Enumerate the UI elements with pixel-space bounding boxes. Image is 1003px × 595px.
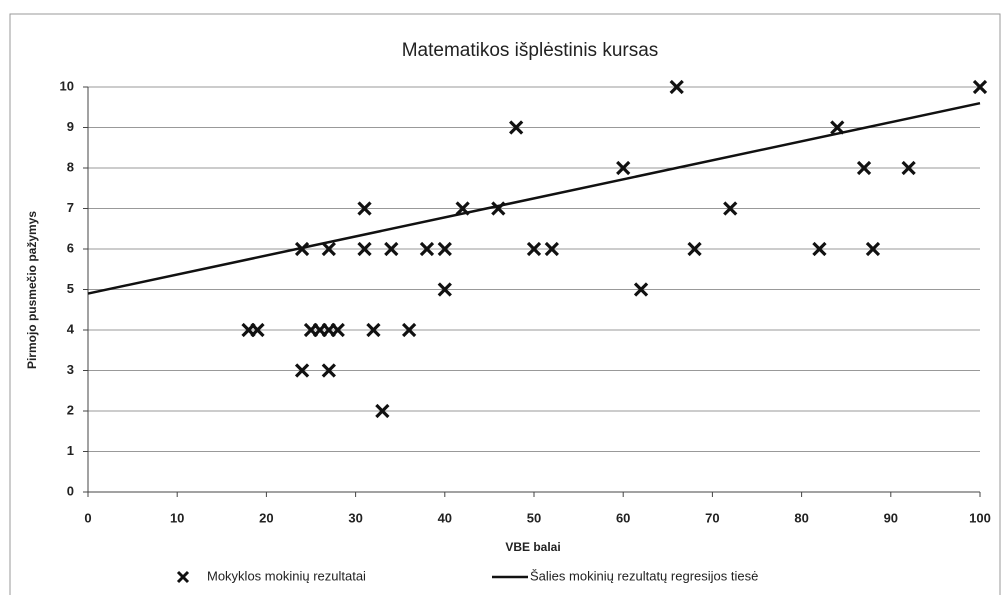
- chart-frame: [9, 13, 1001, 595]
- y-tick-label: 7: [67, 200, 74, 215]
- scatter-point: [687, 241, 702, 257]
- x-tick-label: 50: [527, 510, 541, 525]
- scatter-point: [616, 160, 631, 176]
- x-tick-label: 20: [259, 510, 273, 525]
- legend-label: Šalies mokinių rezultatų regresijos ties…: [530, 568, 758, 583]
- x-tick-label: 80: [794, 510, 808, 525]
- x-tick-label: 0: [84, 510, 91, 525]
- scatter-point: [366, 322, 381, 338]
- legend-marker: [176, 570, 190, 584]
- scatter-point: [723, 201, 738, 216]
- scatter-point: [509, 120, 524, 135]
- scatter-point: [972, 79, 988, 95]
- scatter-point: [384, 241, 399, 257]
- scatter-point: [357, 201, 372, 216]
- scatter-point: [437, 241, 452, 257]
- scatter-point: [321, 363, 336, 378]
- scatter-point: [357, 241, 372, 257]
- scatter-point: [375, 403, 390, 419]
- scatter-point: [856, 160, 872, 176]
- y-tick-label: 6: [67, 240, 74, 255]
- x-tick-label: 60: [616, 510, 630, 525]
- y-tick-label: 3: [67, 362, 74, 377]
- regression-line: [87, 101, 981, 295]
- scatter-point: [812, 241, 827, 257]
- x-tick-label: 70: [705, 510, 719, 525]
- x-tick-label: 90: [884, 510, 898, 525]
- scatter-point: [401, 322, 417, 338]
- x-tick-label: 100: [969, 510, 991, 525]
- y-axis-label: Pirmojo pusmečio pažymys: [25, 211, 39, 369]
- scatter-point: [437, 282, 452, 297]
- y-tick-label: 10: [60, 78, 74, 93]
- y-tick-label: 8: [67, 159, 74, 174]
- scatter-point: [321, 241, 336, 257]
- y-tick-label: 1: [67, 443, 74, 458]
- y-tick-label: 4: [67, 321, 75, 336]
- scatter-point: [294, 363, 310, 378]
- scatter-point: [544, 241, 559, 257]
- x-axis-label: VBE balai: [505, 540, 560, 554]
- x-tick-label: 10: [170, 510, 184, 525]
- scatter-point: [901, 160, 916, 176]
- x-tick-label: 40: [438, 510, 452, 525]
- legend-label: Mokyklos mokinių rezultatai: [207, 568, 366, 583]
- scatter-point: [633, 282, 649, 297]
- scatter-point: [830, 120, 845, 135]
- scatter-point: [330, 322, 345, 338]
- y-tick-label: 0: [67, 483, 74, 498]
- y-tick-label: 5: [67, 281, 74, 296]
- scatter-point: [526, 241, 542, 257]
- scatter-point: [419, 241, 435, 257]
- scatter-point: [865, 241, 881, 257]
- chart-title: Matematikos išplėstinis kursas: [402, 40, 659, 61]
- y-tick-label: 2: [67, 402, 74, 417]
- x-tick-label: 30: [348, 510, 362, 525]
- scatter-point: [669, 79, 684, 95]
- y-tick-label: 9: [67, 119, 74, 134]
- scatter-point: [250, 322, 265, 338]
